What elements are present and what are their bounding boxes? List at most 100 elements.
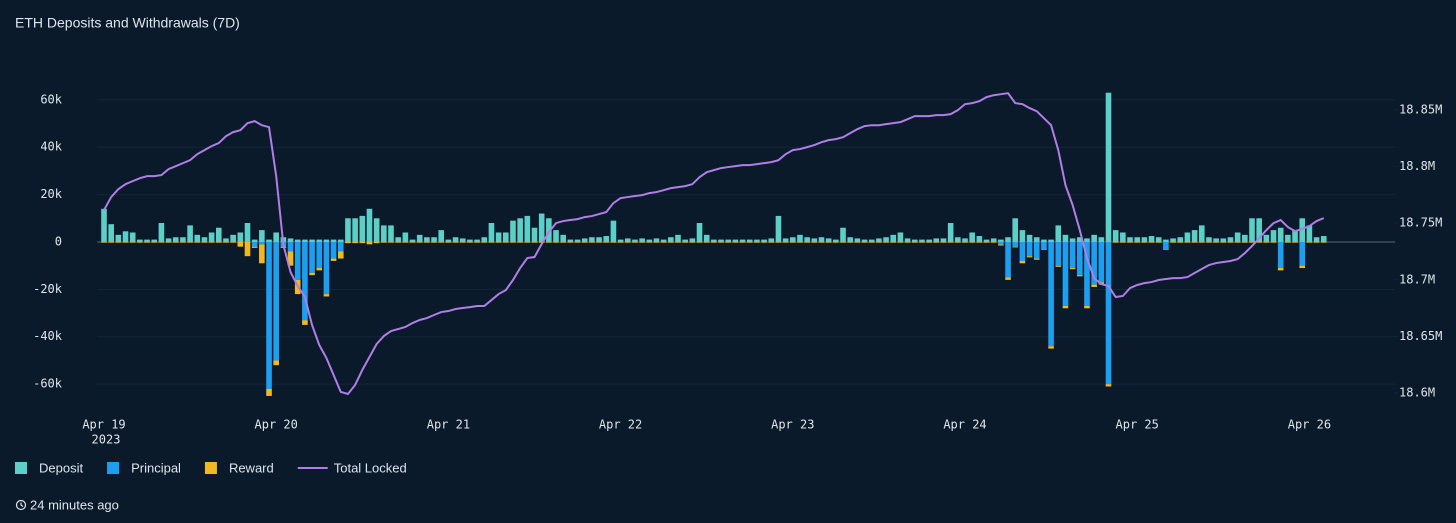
- bar: [251, 239, 258, 242]
- bar: [101, 241, 107, 243]
- bar: [1077, 241, 1083, 276]
- bar: [402, 232, 409, 242]
- bar: [696, 241, 703, 243]
- bar: [287, 238, 294, 242]
- bar: [574, 239, 581, 242]
- bar: [976, 236, 983, 242]
- bar: [1069, 238, 1076, 242]
- bar: [244, 223, 251, 242]
- bar: [1141, 237, 1148, 242]
- x-tick-label: Apr 21: [427, 418, 470, 432]
- bar: [610, 220, 617, 242]
- bar: [115, 234, 122, 242]
- bar: [1256, 241, 1262, 243]
- bar: [1270, 241, 1277, 243]
- bar: [316, 241, 323, 269]
- bar: [309, 239, 315, 242]
- bar: [1263, 241, 1270, 243]
- bar: [337, 251, 344, 259]
- bar: [553, 241, 559, 243]
- y2-tick-label: 18.65M: [1399, 329, 1442, 343]
- bar: [1098, 237, 1105, 242]
- bar: [553, 230, 559, 242]
- bar: [1084, 305, 1090, 309]
- bar: [510, 241, 516, 243]
- bar: [998, 241, 1004, 245]
- bar: [294, 241, 301, 280]
- bar: [330, 241, 337, 259]
- bar: [804, 241, 810, 243]
- bar: [711, 239, 717, 242]
- bar: [617, 241, 624, 243]
- bar: [416, 241, 423, 243]
- bar: [1227, 241, 1234, 243]
- bar: [790, 241, 796, 243]
- bar: [1184, 241, 1191, 243]
- bar: [1127, 237, 1133, 242]
- bar: [768, 238, 775, 242]
- bar: [287, 241, 294, 252]
- bar: [1206, 237, 1212, 242]
- bar: [639, 238, 645, 242]
- bar: [589, 237, 595, 242]
- bar: [868, 239, 875, 242]
- bar: [840, 227, 846, 242]
- bar: [1313, 237, 1320, 242]
- bar: [438, 241, 445, 243]
- bar: [732, 241, 739, 243]
- bar: [1270, 230, 1277, 242]
- bar: [524, 241, 531, 243]
- bar: [424, 237, 430, 242]
- bar: [352, 241, 358, 244]
- bar: [883, 237, 889, 242]
- clock-icon: [15, 499, 27, 511]
- bar: [761, 239, 767, 242]
- bar: [962, 238, 968, 242]
- plot: [101, 92, 1327, 396]
- bar: [316, 268, 323, 271]
- bar: [1012, 241, 1019, 247]
- bar: [1141, 241, 1148, 243]
- bar: [668, 241, 674, 243]
- bar: [172, 241, 179, 243]
- bar: [122, 231, 129, 242]
- y2-tick-label: 18.6M: [1399, 385, 1435, 399]
- bar: [1033, 258, 1040, 260]
- bar: [1163, 241, 1169, 250]
- bar: [926, 239, 932, 242]
- bar: [739, 241, 746, 243]
- bar: [165, 241, 172, 243]
- bar: [359, 215, 366, 242]
- bar: [1320, 241, 1327, 243]
- bar: [503, 232, 509, 242]
- bar: [617, 239, 624, 242]
- bar: [1127, 241, 1133, 243]
- bar: [581, 241, 588, 243]
- bar: [1098, 241, 1105, 283]
- bar: [1306, 241, 1313, 243]
- bar: [474, 239, 480, 242]
- bar: [797, 234, 803, 242]
- bar: [158, 223, 165, 242]
- bar: [165, 238, 172, 242]
- bar: [1177, 237, 1184, 242]
- bar: [266, 239, 272, 242]
- bar: [782, 241, 789, 243]
- bar: [1019, 241, 1026, 261]
- bar: [868, 241, 875, 243]
- bar: [1213, 241, 1219, 243]
- bar: [273, 232, 279, 242]
- bar: [825, 241, 832, 243]
- bar: [1105, 92, 1112, 242]
- bar: [337, 241, 344, 252]
- bar: [1234, 232, 1241, 242]
- bar: [632, 239, 638, 242]
- bar: [1012, 246, 1019, 248]
- bar: [811, 241, 818, 243]
- bar: [373, 218, 380, 242]
- bar: [732, 239, 739, 242]
- bar: [1048, 239, 1054, 242]
- legend-marker: [204, 462, 217, 474]
- bar: [1184, 232, 1191, 242]
- bar: [1084, 241, 1090, 306]
